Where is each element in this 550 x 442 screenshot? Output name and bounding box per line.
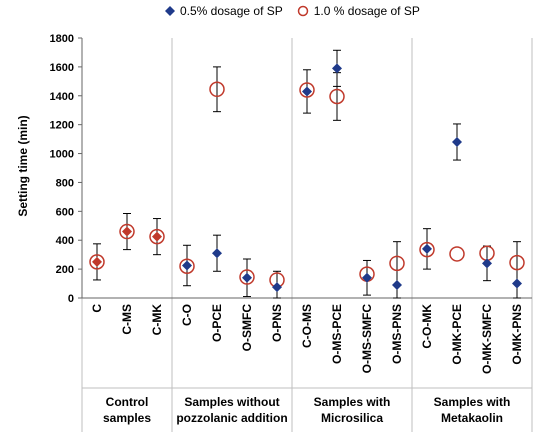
y-tick-label: 1000	[50, 149, 74, 161]
point-1.0-dosage	[419, 241, 435, 258]
point-1.0-dosage	[119, 223, 135, 240]
legend-label-0.5: 0.5% dosage of SP	[180, 4, 283, 18]
y-tick-label: 1800	[50, 33, 74, 45]
point-0.5-dosage	[92, 256, 102, 267]
group-labels: Control samples Samples without pozzolanic …	[103, 395, 510, 425]
point-0.5-dosage	[392, 280, 402, 290]
point-0.5-dosage	[272, 282, 282, 293]
category-label: C-O-MK	[420, 304, 434, 349]
legend-entry-1.0: 1.0 % dosage of SP	[297, 4, 420, 18]
group-label-line2: samples	[103, 411, 151, 425]
point-0.5-dosage	[152, 231, 162, 242]
category-label: C	[90, 304, 104, 313]
point-0.5-dosage	[332, 63, 342, 74]
point-0.5-dosage	[302, 86, 312, 97]
legend-entry-0.5: 0.5% dosage of SP	[165, 4, 283, 18]
y-tick-label: 1400	[50, 91, 74, 103]
point-1.0-dosage	[509, 254, 525, 271]
category-label: C-O-MS	[300, 304, 314, 348]
open-circle-marker-icon	[297, 5, 308, 17]
point-0.5-dosage	[242, 272, 252, 283]
group-label-line2: Metakaolin	[441, 411, 503, 425]
category-label: O-MS-PCE	[330, 304, 344, 364]
point-1.0-dosage	[449, 246, 465, 262]
category-label: O-MS-SMFC	[360, 304, 374, 374]
y-tick-label: 0	[68, 293, 74, 305]
group-label-line1: Samples with	[434, 395, 511, 409]
category-label: O-MS-PNS	[390, 304, 404, 364]
y-tick-label: 800	[56, 177, 74, 189]
y-tick-label: 1600	[50, 62, 74, 74]
y-tick-labels: 0 200 400 600 800 1000 1200 1400 1600 1800	[50, 33, 74, 305]
point-0.5-dosage	[212, 248, 222, 259]
category-label: O-MK-SMFC	[480, 304, 494, 374]
category-label: C-MS	[120, 304, 134, 335]
group-label-line1: Samples without	[184, 395, 279, 409]
point-0.5-dosage	[452, 137, 462, 147]
point-1.0-dosage	[149, 228, 165, 245]
legend-label-1.0: 1.0 % dosage of SP	[313, 4, 420, 18]
point-0.5-dosage	[122, 226, 132, 237]
category-label: O-MK-PNS	[510, 304, 524, 365]
category-label: O-PNS	[270, 304, 284, 342]
group-label-line2: Microsilica	[321, 411, 383, 425]
diamond-marker-icon	[165, 6, 175, 16]
point-0.5-dosage	[512, 278, 522, 289]
y-tick-label: 200	[56, 264, 74, 276]
category-label: O-PCE	[210, 304, 224, 342]
category-label: O-SMFC	[240, 304, 254, 352]
category-label: C-O	[180, 304, 194, 326]
y-axis-label: Setting time (min)	[16, 115, 30, 216]
point-1.0-dosage	[239, 269, 255, 285]
point-1.0-dosage	[179, 258, 195, 274]
point-0.5-dosage	[422, 243, 432, 254]
group-label-line1: Control	[106, 395, 149, 409]
point-1.0-dosage	[209, 81, 225, 98]
legend: 0.5% dosage of SP 1.0 % dosage of SP	[165, 4, 420, 18]
group-label-line1: Samples with	[314, 395, 391, 409]
data-points	[89, 63, 525, 293]
point-1.0-dosage	[299, 82, 315, 98]
y-tick-label: 1200	[50, 120, 74, 132]
point-0.5-dosage	[182, 260, 192, 271]
point-1.0-dosage	[329, 88, 345, 105]
y-tick-label: 400	[56, 235, 74, 247]
grid-layer	[81, 38, 533, 432]
point-1.0-dosage	[89, 254, 105, 270]
point-0.5-dosage	[362, 272, 372, 283]
category-label: O-MK-PCE	[450, 304, 464, 365]
axes-layer	[78, 37, 532, 299]
point-1.0-dosage	[389, 255, 405, 272]
group-label-line2: pozzolanic addition	[176, 411, 287, 425]
category-labels: C C-MS C-MK C-O O-PCE O-SMFC O-PNS C-O-MS O-MS-P…	[90, 304, 524, 374]
y-tick-label: 600	[56, 206, 74, 218]
point-0.5-dosage	[482, 258, 492, 269]
category-label: C-MK	[150, 304, 164, 336]
